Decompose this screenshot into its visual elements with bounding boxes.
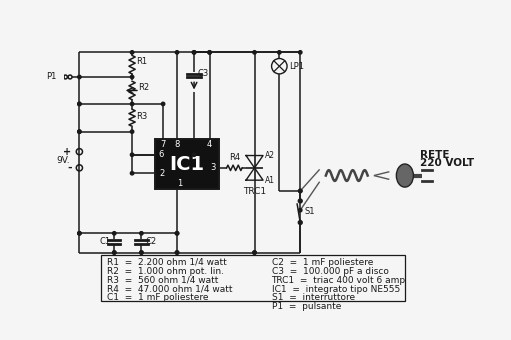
Circle shape: [175, 51, 179, 54]
Text: R2  =  1.000 ohm pot. lin.: R2 = 1.000 ohm pot. lin.: [107, 267, 224, 276]
Circle shape: [112, 251, 116, 254]
Circle shape: [192, 51, 196, 54]
Text: P1: P1: [46, 72, 56, 82]
Circle shape: [161, 102, 165, 106]
Text: C2  =  1 mF poliestere: C2 = 1 mF poliestere: [271, 258, 373, 267]
Text: S1: S1: [305, 207, 315, 216]
Text: C1  =  1 mF poliestere: C1 = 1 mF poliestere: [107, 293, 209, 302]
Text: 220 VOLT: 220 VOLT: [421, 158, 475, 168]
Text: LP1: LP1: [289, 62, 305, 71]
Text: 2: 2: [159, 169, 164, 178]
Text: TRC1: TRC1: [243, 187, 266, 196]
Text: 7: 7: [160, 140, 166, 149]
Text: 6: 6: [159, 150, 164, 159]
Circle shape: [78, 102, 81, 106]
Circle shape: [140, 251, 143, 254]
Text: R1  =  2.200 ohm 1/4 watt: R1 = 2.200 ohm 1/4 watt: [107, 258, 227, 267]
Circle shape: [192, 51, 196, 54]
Text: IC1  =  integrato tipo NE555: IC1 = integrato tipo NE555: [271, 285, 400, 293]
Circle shape: [130, 51, 134, 54]
Circle shape: [78, 75, 81, 79]
Circle shape: [112, 251, 116, 254]
Text: A2: A2: [265, 151, 274, 160]
Circle shape: [298, 189, 302, 193]
Text: R4: R4: [229, 153, 240, 163]
Circle shape: [130, 172, 134, 175]
Text: IC1: IC1: [170, 154, 205, 173]
Text: S1  =  interruttore: S1 = interruttore: [271, 293, 355, 302]
Ellipse shape: [397, 164, 413, 187]
Text: R3: R3: [136, 112, 147, 121]
FancyBboxPatch shape: [155, 139, 219, 189]
Circle shape: [130, 102, 134, 106]
Circle shape: [78, 232, 81, 235]
Circle shape: [140, 232, 143, 235]
Circle shape: [140, 251, 143, 254]
Circle shape: [298, 51, 302, 54]
Text: +: +: [63, 147, 72, 157]
Text: 1: 1: [177, 179, 182, 188]
Circle shape: [175, 251, 179, 254]
Circle shape: [112, 232, 116, 235]
Text: C1: C1: [99, 237, 110, 246]
Text: C2: C2: [145, 237, 156, 246]
Circle shape: [78, 130, 81, 133]
Text: P1  =  pulsante: P1 = pulsante: [271, 302, 341, 311]
Circle shape: [175, 232, 179, 235]
Circle shape: [130, 75, 134, 79]
Text: R1: R1: [136, 57, 147, 66]
Circle shape: [253, 51, 256, 54]
Circle shape: [78, 130, 81, 133]
Circle shape: [130, 153, 134, 156]
Circle shape: [208, 51, 211, 54]
Circle shape: [298, 208, 302, 212]
Text: A1: A1: [265, 176, 274, 185]
Text: 9V.: 9V.: [56, 156, 70, 166]
Circle shape: [78, 232, 81, 235]
Circle shape: [253, 251, 256, 254]
Text: C3: C3: [198, 69, 209, 79]
Circle shape: [208, 51, 211, 54]
Text: R2: R2: [138, 83, 149, 92]
Text: 3: 3: [210, 163, 215, 172]
Circle shape: [298, 189, 302, 193]
Circle shape: [277, 51, 281, 54]
Text: TRC1  =  triac 400 volt 6 amp: TRC1 = triac 400 volt 6 amp: [271, 276, 406, 285]
Text: R4  =  47.000 ohm 1/4 watt: R4 = 47.000 ohm 1/4 watt: [107, 285, 233, 293]
Circle shape: [175, 251, 179, 254]
FancyBboxPatch shape: [101, 255, 405, 301]
Text: -: -: [67, 163, 72, 173]
Circle shape: [78, 102, 81, 106]
Circle shape: [253, 251, 256, 254]
Text: 8: 8: [174, 140, 180, 149]
Circle shape: [175, 232, 179, 235]
Circle shape: [298, 221, 302, 224]
Text: C3  =  100.000 pF a disco: C3 = 100.000 pF a disco: [271, 267, 388, 276]
Circle shape: [130, 130, 134, 133]
Text: 4: 4: [207, 140, 212, 149]
Text: R3  =  560 ohm 1/4 watt: R3 = 560 ohm 1/4 watt: [107, 276, 219, 285]
Text: RETE: RETE: [421, 150, 450, 160]
Circle shape: [298, 199, 302, 203]
Circle shape: [192, 153, 196, 156]
